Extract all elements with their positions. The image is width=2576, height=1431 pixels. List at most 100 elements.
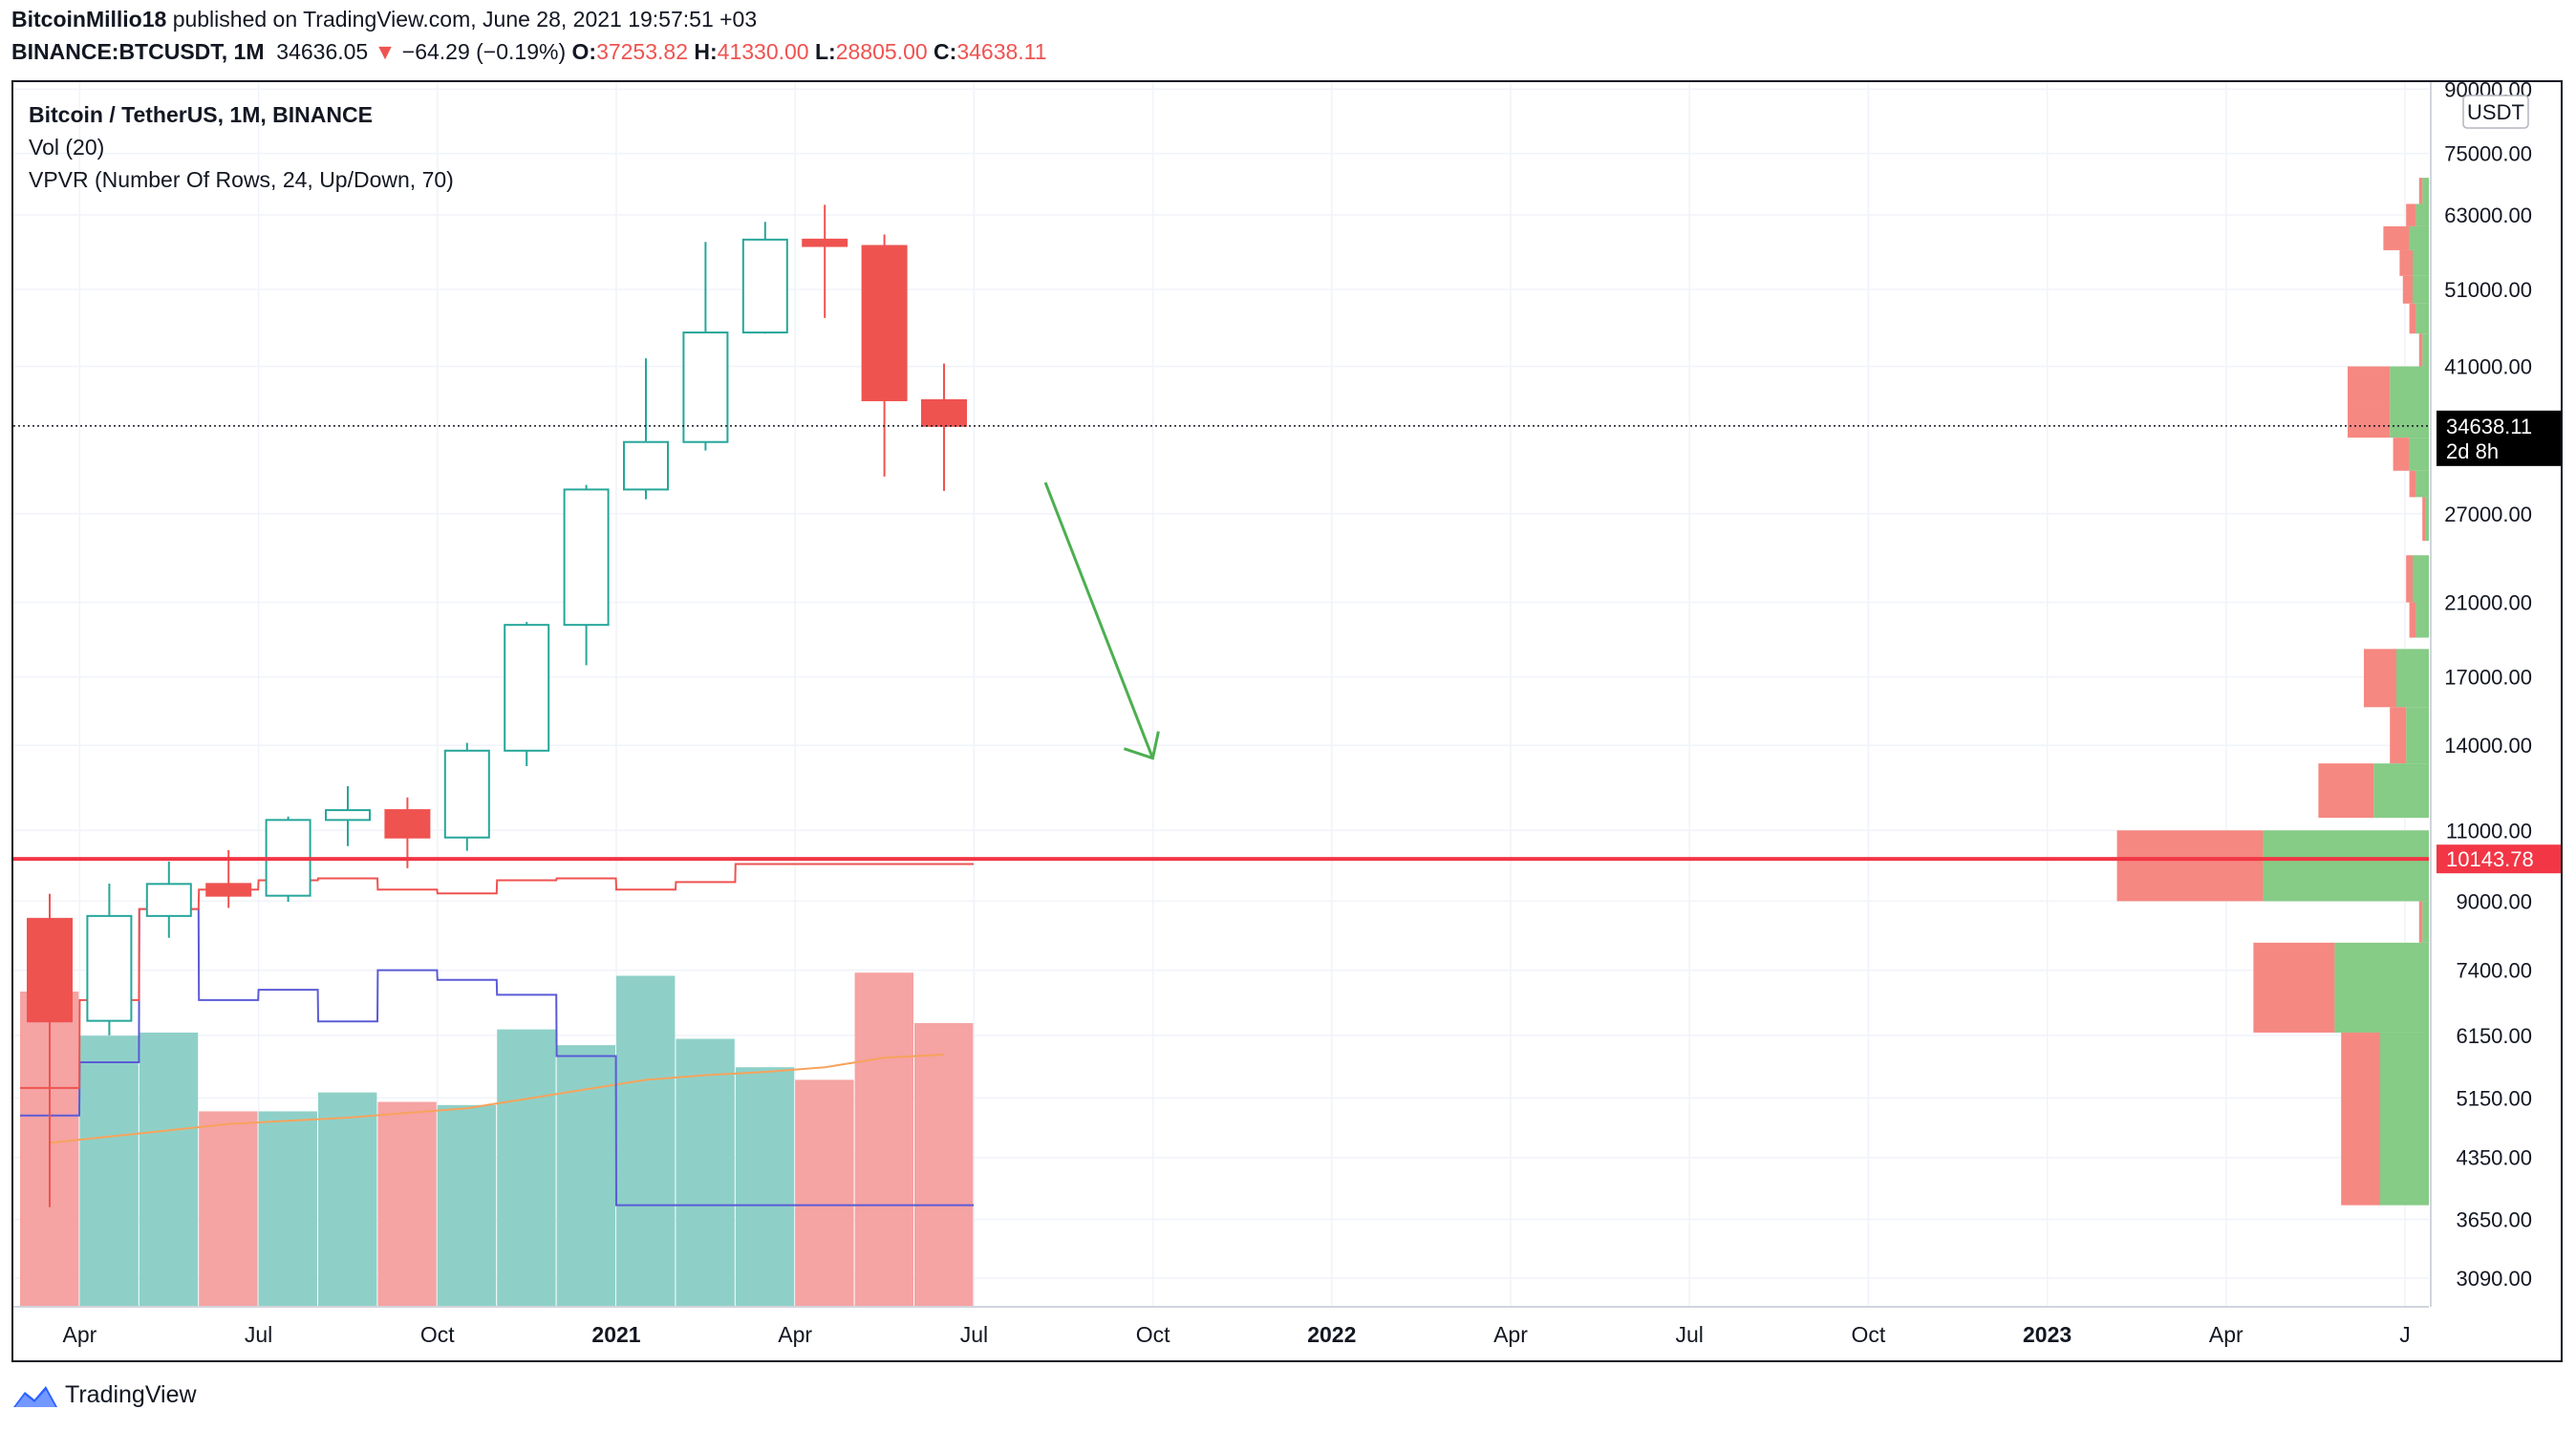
time-tick-label: Jul: [245, 1322, 272, 1347]
candle: [443, 742, 490, 851]
time-tick-label: Apr: [63, 1322, 97, 1347]
price-tick-label: 21000.00: [2444, 591, 2532, 615]
vpvr-down-bar: [2422, 497, 2426, 542]
tradingview-logo-icon: [13, 1385, 57, 1407]
candle-body: [145, 883, 192, 917]
vpvr-down-bar: [2409, 303, 2416, 334]
time-tick-label: Oct: [1136, 1322, 1170, 1347]
price-tick-label: 14000.00: [2444, 734, 2532, 758]
volume-bar: [199, 1111, 258, 1307]
price-tick-label: 27000.00: [2444, 502, 2532, 526]
time-tick-label: Oct: [420, 1322, 455, 1347]
candle-body: [504, 624, 550, 752]
trend-arrow: [1043, 481, 1160, 760]
arrow-shaft: [1043, 481, 1154, 759]
time-tick-label: 2022: [1307, 1322, 1356, 1347]
candle: [682, 242, 729, 451]
candles: [27, 204, 967, 1207]
price-tick-label: 7400.00: [2456, 959, 2532, 983]
candle-body: [443, 749, 490, 839]
chart-frame: [11, 80, 2563, 1362]
candle: [623, 358, 669, 500]
vpvr-down-bar: [2390, 707, 2407, 764]
time-tick-label: Jul: [960, 1322, 988, 1347]
last-price: 34636.05: [276, 39, 369, 64]
author-name[interactable]: BitcoinMillio18: [11, 7, 167, 32]
time-tick-label: 2023: [2023, 1322, 2072, 1347]
vpvr-down-bar: [2418, 178, 2423, 204]
price-change: −64.29 (−0.19%): [401, 39, 567, 64]
price-tick-label: 17000.00: [2444, 666, 2532, 690]
currency-label: USDT: [2467, 100, 2524, 124]
price-tick-label: 6150.00: [2456, 1024, 2532, 1048]
candle-body: [682, 331, 729, 443]
publish-date: published on TradingView.com, June 28, 2…: [172, 7, 758, 32]
time-axis: Apr Jul Oct 2021 Apr Jul Oct 2022 Apr Jul Oct 2023 A…: [13, 1306, 2429, 1347]
volume-bar: [795, 1079, 854, 1307]
current-price-badge: [2436, 410, 2561, 466]
vpvr-up-bar: [2422, 333, 2429, 367]
candle-body: [325, 809, 371, 822]
candle-body: [384, 809, 431, 839]
level-price-label: 10143.78: [2446, 847, 2534, 871]
change-arrow-icon: ▼: [374, 39, 397, 64]
arrow-head: [1123, 731, 1160, 760]
vpvr-down-bar: [2348, 366, 2391, 403]
current-price-label: 34638.11: [2446, 415, 2532, 438]
currency-badge: [2462, 95, 2529, 129]
vpvr-up-bar: [2415, 470, 2429, 498]
candle-body: [205, 883, 252, 897]
candle-body: [623, 440, 669, 491]
vpvr-down-bar: [2348, 402, 2391, 438]
price-axis: 90000.0075000.0063000.0051000.0041000.00…: [2430, 77, 2561, 1307]
vpvr-down-bar: [2341, 1032, 2380, 1206]
vpvr-down-bar: [2409, 602, 2416, 638]
tradingview-logo[interactable]: TradingView: [13, 1381, 197, 1409]
vpvr-down-bar: [2406, 555, 2413, 603]
vpvr-up-bar: [2390, 402, 2429, 438]
vpvr-legend[interactable]: VPVR (Number Of Rows, 24, Up/Down, 70): [29, 167, 454, 192]
grid: [13, 82, 2429, 1307]
volume-legend[interactable]: Vol (20): [29, 135, 105, 160]
candle-body: [861, 245, 908, 401]
vpvr-up-bar: [2415, 303, 2429, 334]
time-tick-label: Jul: [1675, 1322, 1703, 1347]
volume-bar: [258, 1111, 317, 1307]
vpvr-down-bar: [2402, 275, 2413, 304]
volume-bar: [377, 1101, 437, 1307]
vpvr-down-bar: [2409, 470, 2416, 498]
volume-bar: [497, 1029, 556, 1307]
vpvr-up-bar: [2263, 830, 2429, 902]
time-tick-label: Apr: [778, 1322, 812, 1347]
candle: [921, 363, 967, 491]
vpvr-up-bar: [2380, 1032, 2429, 1206]
candle: [802, 204, 848, 318]
chart-legend-title[interactable]: Bitcoin / TetherUS, 1M, BINANCE: [29, 102, 373, 127]
open-label: O:: [571, 39, 597, 64]
publish-info: BitcoinMillio18 published on TradingView…: [11, 6, 757, 32]
volume-bar: [79, 1036, 139, 1307]
price-tick-label: 5150.00: [2456, 1086, 2532, 1110]
price-tick-label: 75000.00: [2444, 142, 2532, 166]
vpvr-down-bar: [2399, 249, 2413, 276]
vpvr-down-bar: [2406, 203, 2416, 226]
vpvr-up-bar: [2406, 707, 2429, 764]
vpvr-down-bar: [2383, 225, 2410, 250]
volume-bar: [914, 1023, 974, 1307]
time-tick-label: J: [2399, 1322, 2411, 1347]
volume-bar: [139, 1032, 199, 1307]
vpvr-up-bar: [2415, 602, 2429, 638]
level-badge: [2436, 844, 2561, 874]
volume-bars: [20, 972, 974, 1307]
price-tick-label: 9000.00: [2456, 889, 2532, 913]
candle: [205, 849, 252, 908]
vpvr-up-bar: [2373, 763, 2429, 819]
price-tick-label: 41000.00: [2444, 355, 2532, 379]
vpvr-down-bar: [2116, 830, 2264, 902]
price-tick-label: 11000.00: [2446, 819, 2532, 843]
candle-body: [27, 917, 73, 1023]
candle-body: [86, 914, 133, 1022]
price-tick-label: 51000.00: [2444, 278, 2532, 302]
tradingview-brand: TradingView: [65, 1381, 197, 1408]
